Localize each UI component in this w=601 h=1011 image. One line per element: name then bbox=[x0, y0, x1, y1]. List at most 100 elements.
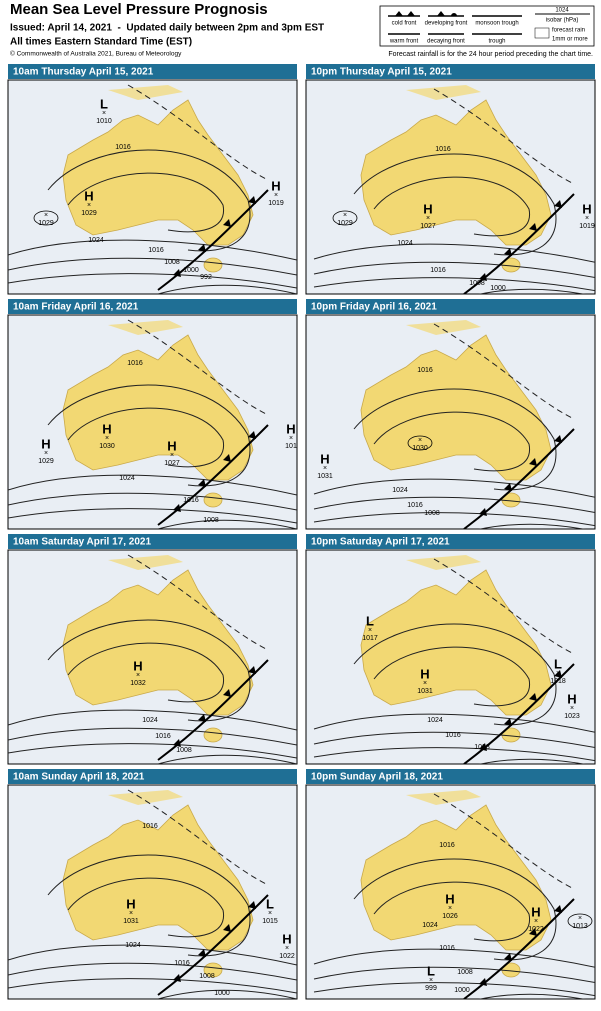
system-pressure: 1031 bbox=[123, 918, 139, 925]
system-pressure: 999 bbox=[425, 985, 437, 992]
isobar-label: 1024 bbox=[125, 942, 141, 949]
system-letter: H bbox=[320, 451, 329, 466]
map: H×1032 1024 1016 1008 bbox=[7, 549, 298, 765]
system-center: × bbox=[44, 450, 48, 457]
panel-title-bar bbox=[306, 64, 595, 79]
isobar-label: 1008 bbox=[199, 973, 215, 980]
system-pressure: 1029 bbox=[81, 210, 97, 217]
system-letter: L bbox=[100, 96, 108, 111]
isobar-label: 1000 bbox=[214, 990, 230, 997]
panel-title: 10am Saturday April 17, 2021 bbox=[13, 537, 151, 548]
legend-warm: warm front bbox=[389, 39, 419, 45]
map-panel: 10am Saturday April 17, 2021 H×1032 1024 10… bbox=[7, 534, 298, 765]
system-pressure: 1022 bbox=[528, 926, 544, 933]
legend-isobar: isobar (hPa) bbox=[546, 18, 579, 24]
panel-title: 10am Friday April 16, 2021 bbox=[13, 302, 139, 313]
system-letter: H bbox=[126, 896, 135, 911]
map: L×1010H×1029×1029H×101910161024101610081… bbox=[7, 79, 298, 295]
system-pressure: 1031 bbox=[417, 688, 433, 695]
rain-note: Forecast rainfall is for the 24 hour per… bbox=[388, 51, 593, 58]
system-center: × bbox=[343, 212, 347, 219]
system-center: × bbox=[102, 110, 106, 117]
system-ring bbox=[567, 913, 593, 929]
system-center: × bbox=[429, 977, 433, 984]
isobar-label: 1016 bbox=[439, 945, 455, 952]
isobar-label: 1016 bbox=[142, 823, 158, 830]
panels: 10am Thursday April 15, 2021L×1010H×1029… bbox=[7, 64, 596, 1000]
system-center: × bbox=[448, 905, 452, 912]
system-center: × bbox=[570, 705, 574, 712]
copyright: © Commonwealth of Australia 2021, Bureau… bbox=[10, 50, 182, 58]
panel-title: 10am Thursday April 15, 2021 bbox=[13, 67, 154, 78]
system-letter: H bbox=[84, 188, 93, 203]
system-letter: L bbox=[427, 963, 435, 978]
isobar-label: 1008 bbox=[469, 280, 485, 287]
isobar-label: 1008 bbox=[424, 510, 440, 517]
panel-title-bar bbox=[8, 769, 297, 784]
system-center: × bbox=[368, 627, 372, 634]
panel-title-bar bbox=[8, 299, 297, 314]
title: Mean Sea Level Pressure Prognosis bbox=[10, 1, 268, 18]
legend-isobar-value: 1024 bbox=[555, 8, 569, 14]
system-letter: H bbox=[133, 658, 142, 673]
isobar-label: 1016 bbox=[430, 267, 446, 274]
system-pressure: 1032 bbox=[130, 680, 146, 687]
header: Mean Sea Level Pressure Prognosis Issued… bbox=[10, 1, 593, 58]
system-pressure: 1013 bbox=[572, 923, 588, 930]
panel-title: 10pm Sunday April 18, 2021 bbox=[311, 772, 443, 783]
map-panel: 10am Thursday April 15, 2021L×1010H×1029… bbox=[7, 64, 298, 295]
system-letter: H bbox=[582, 201, 591, 216]
system-center: × bbox=[423, 680, 427, 687]
isobar-label: 1024 bbox=[88, 237, 104, 244]
system-pressure: 1023 bbox=[564, 713, 580, 720]
isobar-label: 1008 bbox=[474, 744, 490, 751]
system-pressure: 1027 bbox=[164, 460, 180, 467]
isobar-label: 992 bbox=[200, 274, 212, 281]
isobar-label: 1008 bbox=[203, 517, 219, 524]
system-pressure: 1029 bbox=[38, 220, 54, 227]
system-letter: L bbox=[266, 896, 274, 911]
legend-decaying: decaying front bbox=[427, 39, 465, 45]
panel-title: 10am Sunday April 18, 2021 bbox=[13, 772, 145, 783]
system-pressure: 1031 bbox=[317, 473, 333, 480]
system-ring bbox=[407, 435, 433, 451]
isobar-label: 1024 bbox=[119, 475, 135, 482]
legend-rain-amount: 1mm or more bbox=[552, 37, 588, 43]
panel-title: 10pm Saturday April 17, 2021 bbox=[311, 537, 450, 548]
system-pressure: 1026 bbox=[442, 913, 458, 920]
system-center: × bbox=[418, 437, 422, 444]
map-panel: 10pm Thursday April 15, 2021×1029H×1027H… bbox=[305, 64, 596, 295]
system-center: × bbox=[426, 215, 430, 222]
system-ring bbox=[33, 210, 59, 226]
panel-title-bar bbox=[306, 534, 595, 549]
times: All times Eastern Standard Time (EST) bbox=[10, 37, 192, 48]
legend-trough: trough bbox=[488, 39, 505, 45]
system-center: × bbox=[136, 672, 140, 679]
system-center: × bbox=[323, 465, 327, 472]
system-pressure: 1027 bbox=[420, 223, 436, 230]
system-pressure: 1019 bbox=[268, 200, 284, 207]
panel-title-bar bbox=[306, 769, 595, 784]
system-letter: H bbox=[286, 421, 295, 436]
map: H×1026 H×1022×1013L×999101610241016100810… bbox=[305, 784, 596, 1000]
system-center: × bbox=[285, 945, 289, 952]
system-ring bbox=[332, 210, 358, 226]
system-letter: H bbox=[167, 438, 176, 453]
map-panel: 10pm Saturday April 17, 2021L×1017H×1031… bbox=[305, 534, 596, 765]
isobar-label: 1016 bbox=[417, 367, 433, 374]
isobar-label: 1024 bbox=[422, 922, 438, 929]
panel-title-bar bbox=[8, 64, 297, 79]
system-center: × bbox=[556, 670, 560, 677]
system-letter: H bbox=[531, 904, 540, 919]
system-pressure: 1030 bbox=[412, 445, 428, 452]
system-center: × bbox=[274, 192, 278, 199]
isobar-label: 1008 bbox=[176, 747, 192, 754]
system-center: × bbox=[268, 910, 272, 917]
isobar-label: 1016 bbox=[127, 360, 143, 367]
system-pressure: 1018 bbox=[550, 678, 566, 685]
